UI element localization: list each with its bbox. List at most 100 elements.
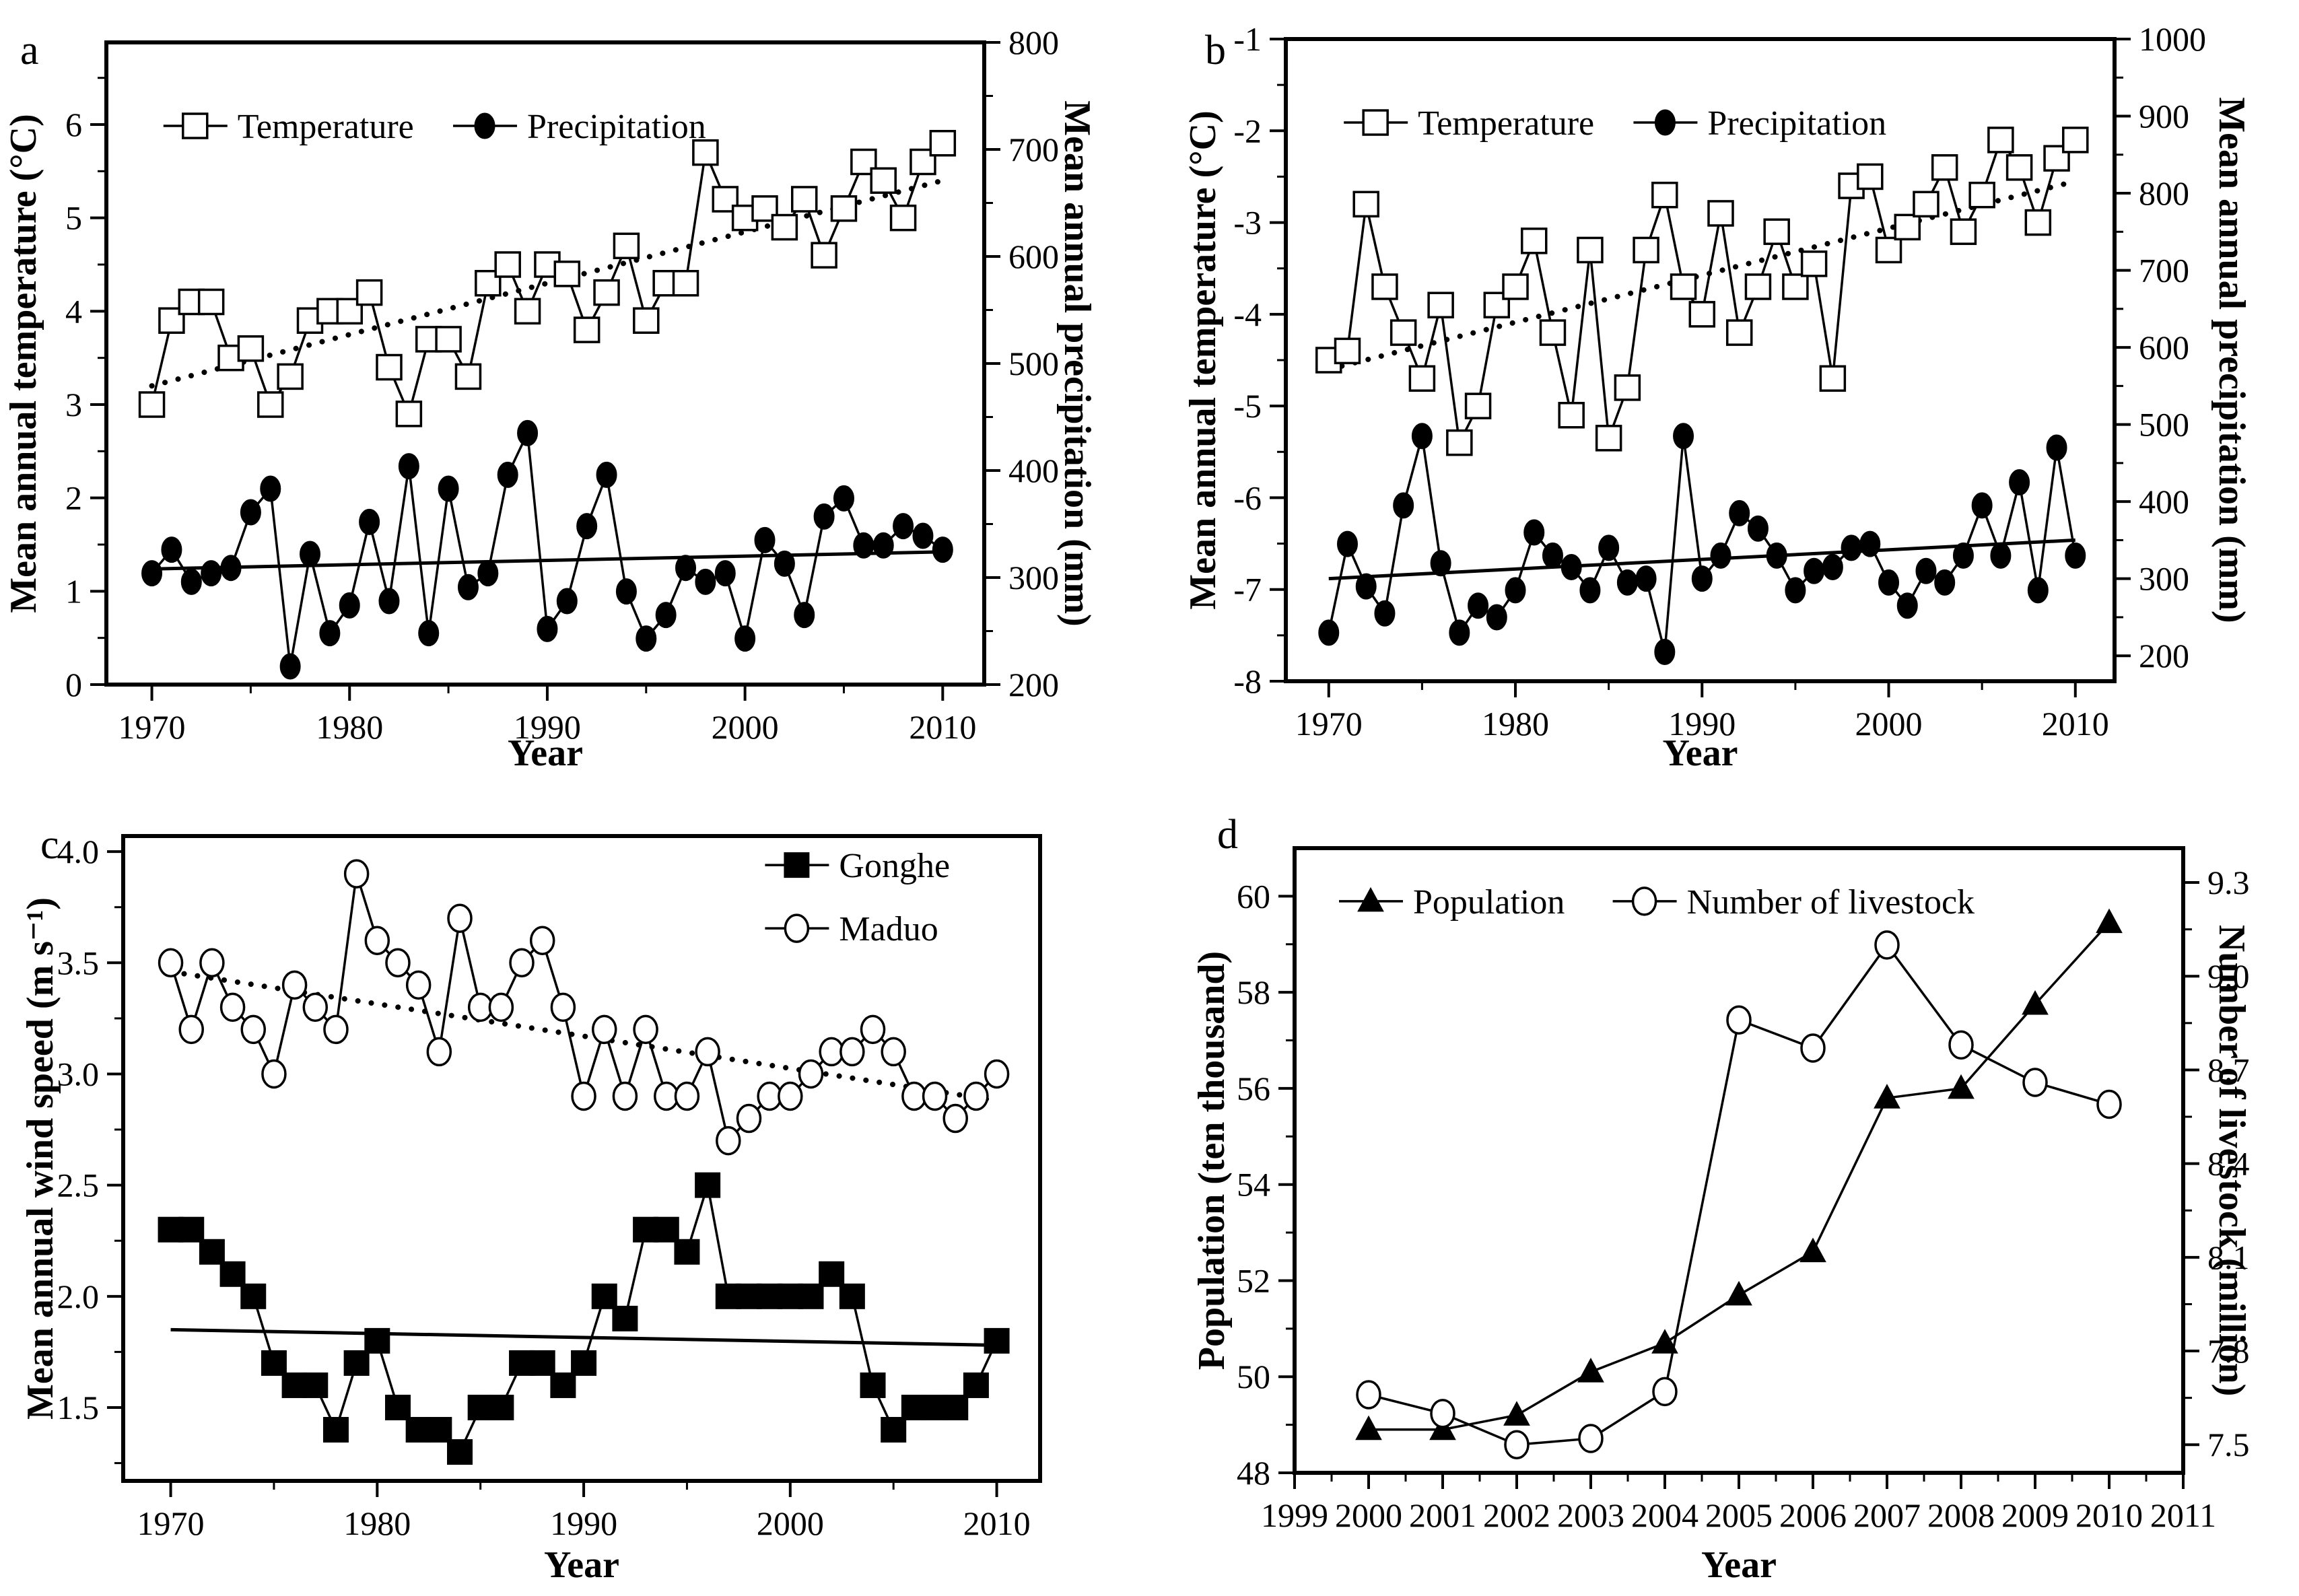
left-tick-label: -3 [1233, 204, 1262, 242]
tick-labels: 1970 1980 1990 2000 2010 1.5 2.0 2.5 3.0 3.5 4.0 [57, 833, 1031, 1542]
precipitation-marker [1729, 499, 1750, 526]
precipitation-marker [1691, 565, 1713, 592]
maduo-marker [716, 1125, 741, 1156]
x-tick-label: 2003 [1557, 1496, 1624, 1534]
right-tick-label: 300 [2139, 560, 2189, 598]
panel-c: 1970 1980 1990 2000 2010 1.5 2.0 2.5 3.0 3.5 4.0 Me… [0, 784, 1144, 1596]
maduo-marker [240, 1014, 267, 1045]
left-tick-label: -7 [1233, 571, 1262, 609]
precipitation-marker [714, 560, 736, 587]
left-axis-title: Population (ten thousand) [1191, 951, 1233, 1370]
gonghe-marker [860, 1372, 886, 1398]
series-line-gonghe [170, 1185, 998, 1455]
precipitation-marker [279, 653, 301, 680]
precipitation-marker [833, 485, 854, 512]
series-markers-precipitation [1318, 423, 2086, 665]
precipitation-marker [1673, 423, 1694, 450]
left-tick-label: 52 [1237, 1261, 1270, 1299]
right-tick-label: 400 [1008, 452, 1059, 489]
series-markers-temperature [1315, 127, 2089, 456]
x-tick-label: 2006 [1779, 1496, 1847, 1534]
panel-d: 1999 2000 2001 2002 2003 2004 2005 2006 2007 2008… [1144, 784, 2299, 1596]
precipitation-marker [1841, 534, 1862, 561]
right-tick-label: 9.0 [2207, 957, 2250, 995]
temperature-marker [929, 130, 957, 157]
temperature-marker [454, 363, 482, 390]
maduo-marker [323, 1014, 349, 1045]
series-line-temperature [150, 142, 944, 418]
trend-line-precipitation [1328, 538, 2075, 581]
legend-square-open-icon [1362, 109, 1389, 136]
x-tick-label: 1990 [1668, 705, 1736, 742]
maduo-marker [364, 926, 390, 956]
gonghe-marker [798, 1283, 824, 1309]
precipitation-marker [1747, 515, 1769, 542]
precipitation-marker [161, 536, 182, 563]
gonghe-marker [984, 1327, 1010, 1354]
trend-line-temperature [1326, 178, 2078, 372]
precipitation-marker [300, 541, 321, 567]
x-tick-label: 2010 [963, 1504, 1031, 1542]
temperature-marker [395, 401, 423, 427]
temperature-marker [1670, 273, 1697, 300]
legend-label-population: Population [1413, 883, 1565, 922]
maduo-marker [695, 1037, 720, 1067]
gonghe-marker [426, 1417, 452, 1443]
gonghe-marker [302, 1372, 329, 1398]
precipitation-marker [754, 526, 776, 553]
gonghe-marker [219, 1261, 246, 1287]
temperature-marker [1744, 273, 1772, 300]
panel-letter: b [1205, 28, 1226, 73]
temperature-marker [1725, 319, 1753, 346]
left-tick-label: -5 [1233, 387, 1262, 425]
gonghe-marker [364, 1327, 390, 1354]
maduo-marker [654, 1081, 679, 1111]
maduo-marker [343, 859, 370, 889]
right-tick-label: 700 [1008, 131, 1059, 168]
left-tick-label: 3 [65, 386, 82, 423]
x-tick-label: 1980 [316, 708, 383, 746]
precipitation-marker [438, 475, 459, 502]
trend-line-temperature [149, 178, 946, 389]
right-tick-label: 500 [2139, 406, 2189, 444]
temperature-marker [514, 298, 541, 325]
precipitation-marker [596, 461, 617, 488]
maduo-marker [757, 1081, 782, 1111]
left-tick-label: 6 [65, 106, 82, 143]
left-tick-label: 60 [1237, 877, 1270, 915]
gonghe-marker [384, 1394, 411, 1420]
maduo-marker [901, 1081, 927, 1111]
x-tick-label: 1990 [514, 708, 581, 746]
precipitation-marker [615, 578, 637, 605]
tick-labels: 1999 2000 2001 2002 2003 2004 2005 2006 2007 2008… [1237, 864, 2250, 1534]
gonghe-marker [261, 1350, 287, 1376]
axis-ticks [107, 850, 998, 1497]
right-tick-label: 900 [2139, 98, 2189, 135]
left-tick-label: 5 [65, 199, 82, 237]
temperature-marker [1408, 365, 1436, 392]
legend: Temperature Precipitation [1344, 104, 1886, 143]
left-tick-label: 3.5 [57, 944, 100, 981]
temperature-marker [1913, 190, 1940, 218]
precipitation-marker [1990, 542, 2012, 569]
maduo-marker [467, 992, 493, 1022]
precipitation-marker [1915, 557, 1937, 584]
temperature-marker [1651, 181, 1678, 209]
right-tick-label: 800 [2139, 174, 2189, 212]
population-marker [1355, 1415, 1382, 1441]
legend-label-precipitation: Precipitation [527, 108, 706, 146]
precipitation-marker [1598, 534, 1620, 561]
left-tick-label: 4.0 [57, 833, 100, 870]
panel-letter: c [40, 822, 59, 868]
maduo-marker [612, 1081, 638, 1111]
precipitation-marker [675, 555, 697, 582]
temperature-marker [1875, 236, 1902, 264]
right-tick-label: 800 [1008, 24, 1059, 61]
left-tick-label: 2.5 [57, 1167, 100, 1204]
x-axis-title: Year [1701, 1544, 1777, 1586]
number-of-livestock-marker [1356, 1380, 1381, 1410]
temperature-marker [1894, 213, 1921, 241]
maduo-marker [550, 992, 576, 1022]
temperature-marker [1539, 319, 1567, 346]
x-tick-label: 2004 [1631, 1496, 1698, 1534]
